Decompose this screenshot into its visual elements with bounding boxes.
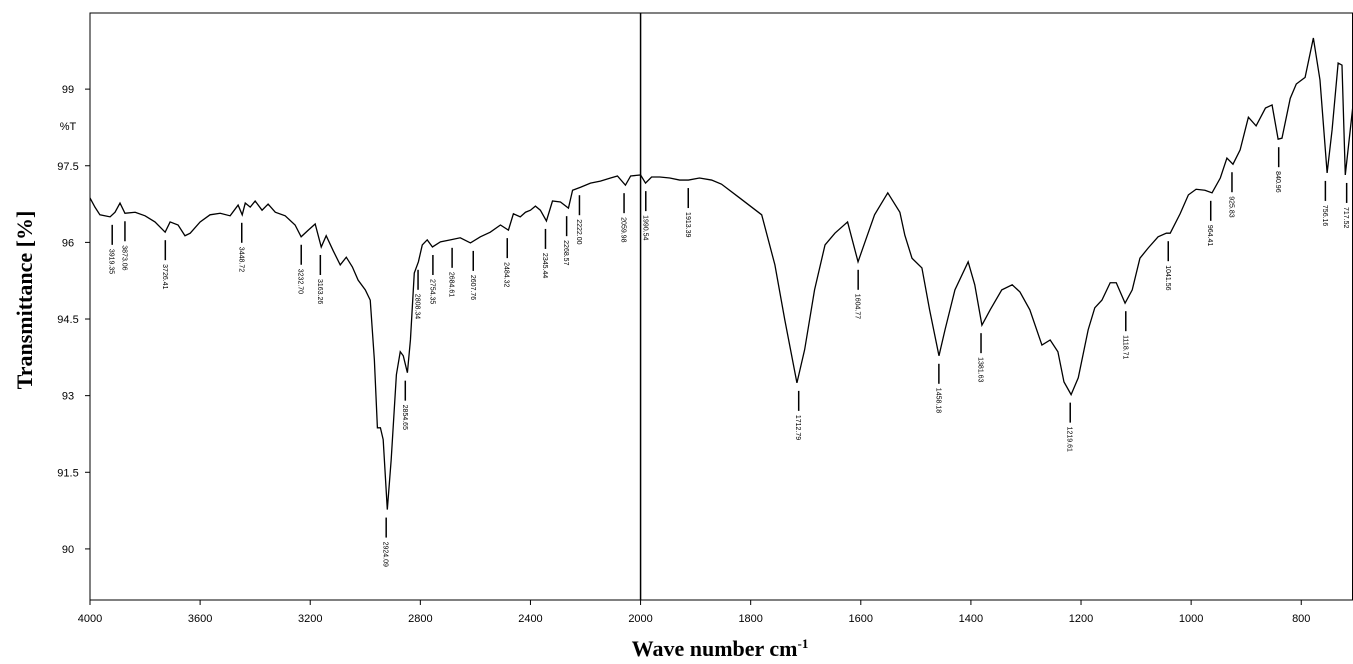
peak-label: 756.16 xyxy=(1321,205,1328,227)
x-axis-title-sup: -1 xyxy=(797,636,808,651)
peak-label: 964.41 xyxy=(1206,225,1213,247)
y-tick-label: 99 xyxy=(62,84,74,96)
peak-label: 925.83 xyxy=(1227,196,1234,218)
peak-label: 2059.98 xyxy=(620,217,627,242)
peak-label: 3873.06 xyxy=(120,245,127,270)
peak-label: 1118.71 xyxy=(1121,335,1128,359)
peak-label: 1604.77 xyxy=(854,294,861,319)
peak-label: 1990.54 xyxy=(641,215,648,240)
x-axis-title: Wave number cm-1 xyxy=(632,636,809,661)
x-tick-label: 1600 xyxy=(849,613,873,625)
peak-label: 2484.32 xyxy=(503,262,510,287)
y-tick-label: 94.5 xyxy=(57,314,78,326)
x-tick-label: 1000 xyxy=(1179,613,1203,625)
peak-label: 2854.65 xyxy=(401,405,408,430)
peak-label: 2268.57 xyxy=(562,240,569,265)
x-tick-label: 2800 xyxy=(408,613,432,625)
peak-label: 1458.18 xyxy=(934,388,941,413)
x-tick-label: 3200 xyxy=(298,613,322,625)
peak-label: 1041.56 xyxy=(1164,265,1171,290)
plot-frame xyxy=(89,12,1353,601)
peak-label: 1913.39 xyxy=(684,212,691,237)
peak-label: 1712.79 xyxy=(794,415,801,440)
y-tick-label: 97.5 xyxy=(57,161,78,173)
peak-label: 1219.61 xyxy=(1066,427,1073,452)
y-tick-label: 90 xyxy=(62,544,74,556)
spectrum-line xyxy=(89,37,1353,510)
peak-label: 3163.26 xyxy=(316,279,323,304)
peak-label: 3232.70 xyxy=(297,269,304,294)
peak-label: 2684.61 xyxy=(448,272,455,297)
peak-label: 717.52 xyxy=(1342,207,1349,229)
y-tick-label: 96 xyxy=(62,237,74,249)
peak-label: 3448.72 xyxy=(237,247,244,272)
peak-label: 2754.35 xyxy=(428,279,435,304)
y-tick-label: 91.5 xyxy=(57,467,78,479)
x-tick-label: 1200 xyxy=(1069,613,1093,625)
peak-label: 3726.41 xyxy=(161,264,168,289)
peak-label: 2345.44 xyxy=(541,253,548,278)
peak-label: 2607.76 xyxy=(469,275,476,300)
x-tick-label: 4000 xyxy=(78,613,102,625)
y-axis-title: Transmittance [%] xyxy=(12,211,37,390)
peak-label: 2222.00 xyxy=(575,219,582,244)
x-tick-label: 2400 xyxy=(518,613,542,625)
x-tick-label: 1800 xyxy=(738,613,762,625)
x-tick-label: 2000 xyxy=(628,613,652,625)
x-axis-title-text: Wave number cm xyxy=(632,636,798,661)
peak-label: 1381.63 xyxy=(977,357,984,382)
x-tick-label: 800 xyxy=(1292,613,1310,625)
y-unit-label: %T xyxy=(60,121,77,133)
peak-label: 840.96 xyxy=(1274,171,1281,193)
x-tick-label: 3600 xyxy=(188,613,212,625)
y-tick-label: 93 xyxy=(62,391,74,403)
peak-label: 3919.35 xyxy=(108,249,115,274)
peak-label: 2924.09 xyxy=(382,542,389,567)
x-tick-label: 1400 xyxy=(959,613,983,625)
peak-label: 2808.34 xyxy=(414,294,421,319)
